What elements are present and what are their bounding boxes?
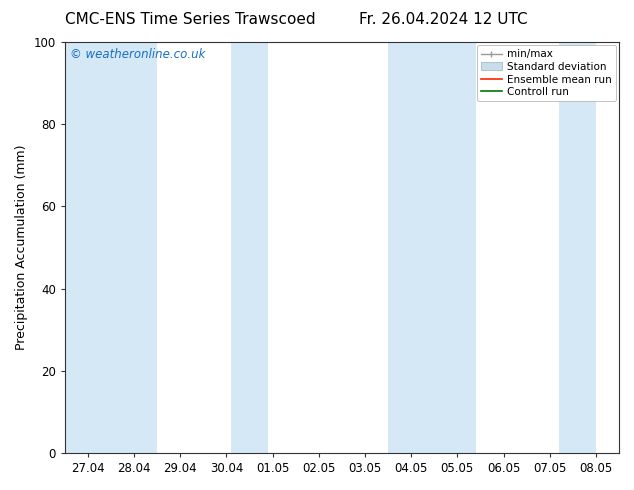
Legend: min/max, Standard deviation, Ensemble mean run, Controll run: min/max, Standard deviation, Ensemble me… [477,45,616,101]
Y-axis label: Precipitation Accumulation (mm): Precipitation Accumulation (mm) [15,145,28,350]
Bar [559,42,596,453]
Text: CMC-ENS Time Series Trawscoed: CMC-ENS Time Series Trawscoed [65,12,316,27]
Text: © weatheronline.co.uk: © weatheronline.co.uk [70,48,206,61]
Bar [388,42,476,453]
Bar [231,42,268,453]
Bar [65,42,157,453]
Text: Fr. 26.04.2024 12 UTC: Fr. 26.04.2024 12 UTC [359,12,528,27]
